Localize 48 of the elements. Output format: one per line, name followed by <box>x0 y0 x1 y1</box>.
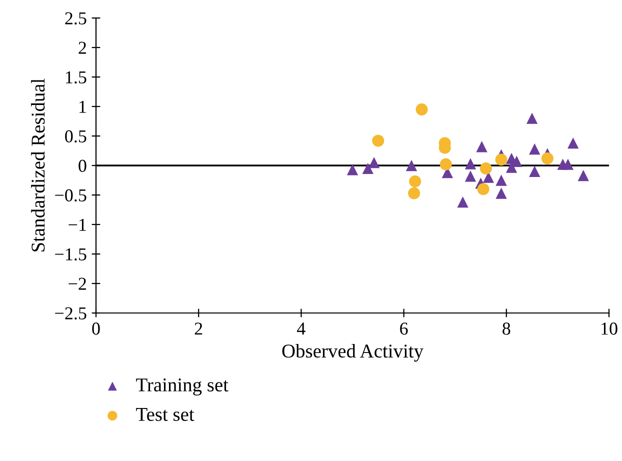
legend-label: Training set <box>136 378 228 396</box>
point <box>567 137 579 149</box>
x-tick-label: 4 <box>297 322 306 335</box>
y-tick-label: 2 <box>78 42 86 54</box>
legend-label: Test set <box>136 408 194 421</box>
point <box>529 166 540 177</box>
y-tick-label: 2.5 <box>65 12 86 25</box>
point <box>362 162 374 174</box>
x-tick-label: 2 <box>194 322 202 335</box>
y-tick-label: −1 <box>68 218 86 231</box>
point <box>457 196 468 208</box>
y-tick-label: −0.5 <box>55 189 86 202</box>
point <box>496 174 507 186</box>
point <box>476 141 488 152</box>
x-tick-label: 6 <box>400 322 408 335</box>
y-tick-label: 0 <box>78 160 86 172</box>
point <box>511 156 522 167</box>
point <box>562 158 574 170</box>
y-tick-label: −1.5 <box>55 248 86 261</box>
point <box>464 158 476 170</box>
point <box>440 158 452 170</box>
x-axis-title: Observed Activity <box>282 344 424 362</box>
point <box>526 112 538 124</box>
y-tick-label: 1 <box>80 100 86 113</box>
point <box>464 170 476 182</box>
point <box>408 187 420 200</box>
y-tick-label: 0.5 <box>65 130 86 143</box>
y-tick-label: −2 <box>68 278 86 290</box>
y-tick-label: 1.5 <box>66 71 86 84</box>
point <box>416 103 428 116</box>
y-tick-label: −2.5 <box>55 307 86 320</box>
point <box>372 134 384 147</box>
point <box>529 143 540 155</box>
point <box>482 172 494 183</box>
point <box>368 156 380 168</box>
point <box>578 170 589 182</box>
x-tick-label: 0 <box>92 322 100 335</box>
point <box>477 183 490 196</box>
x-tick-label: 8 <box>502 322 510 335</box>
x-tick-label: 10 <box>602 322 618 335</box>
point <box>541 152 554 164</box>
y-axis-title: Standardized Residual <box>31 78 45 252</box>
point <box>409 175 422 188</box>
point <box>496 188 507 199</box>
point <box>346 164 358 176</box>
point <box>406 160 418 172</box>
point <box>480 162 492 174</box>
point <box>495 154 508 166</box>
